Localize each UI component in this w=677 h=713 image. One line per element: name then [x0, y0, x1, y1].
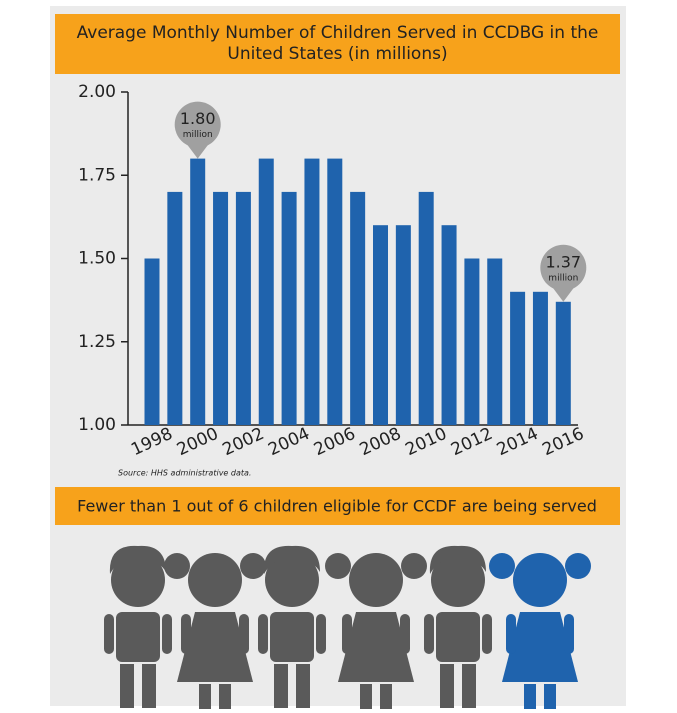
bar — [304, 159, 319, 425]
bar — [327, 159, 342, 425]
bar — [396, 225, 411, 425]
y-tick-label: 1.00 — [78, 415, 116, 435]
bar — [373, 225, 388, 425]
y-tick-label: 1.25 — [78, 332, 116, 352]
value-label: 1.37 — [545, 252, 581, 271]
bar — [190, 159, 205, 425]
value-label-unit: million — [548, 273, 578, 283]
bar — [442, 225, 457, 425]
bar — [556, 302, 571, 425]
bar — [167, 192, 182, 425]
bar — [533, 292, 548, 425]
bar — [236, 192, 251, 425]
bar — [510, 292, 525, 425]
bar — [487, 259, 502, 426]
bar — [419, 192, 434, 425]
y-tick-label: 1.75 — [78, 165, 116, 185]
chart-title: Average Monthly Number of Children Serve… — [70, 16, 605, 72]
banner-text: Fewer than 1 out of 6 children eligible … — [77, 497, 597, 516]
y-tick-label: 2.00 — [78, 82, 116, 102]
bar — [282, 192, 297, 425]
y-tick-label: 1.50 — [78, 249, 116, 269]
bar — [350, 192, 365, 425]
infographic: Average Monthly Number of Children Serve… — [0, 0, 677, 709]
title-box: Average Monthly Number of Children Serve… — [70, 16, 605, 72]
value-label: 1.80 — [180, 109, 216, 128]
source: Source: HHS administrative data. — [118, 469, 251, 478]
bar — [213, 192, 228, 425]
bar — [259, 159, 274, 425]
value-label-unit: million — [183, 130, 213, 140]
bar — [145, 259, 160, 426]
bar — [464, 259, 479, 426]
